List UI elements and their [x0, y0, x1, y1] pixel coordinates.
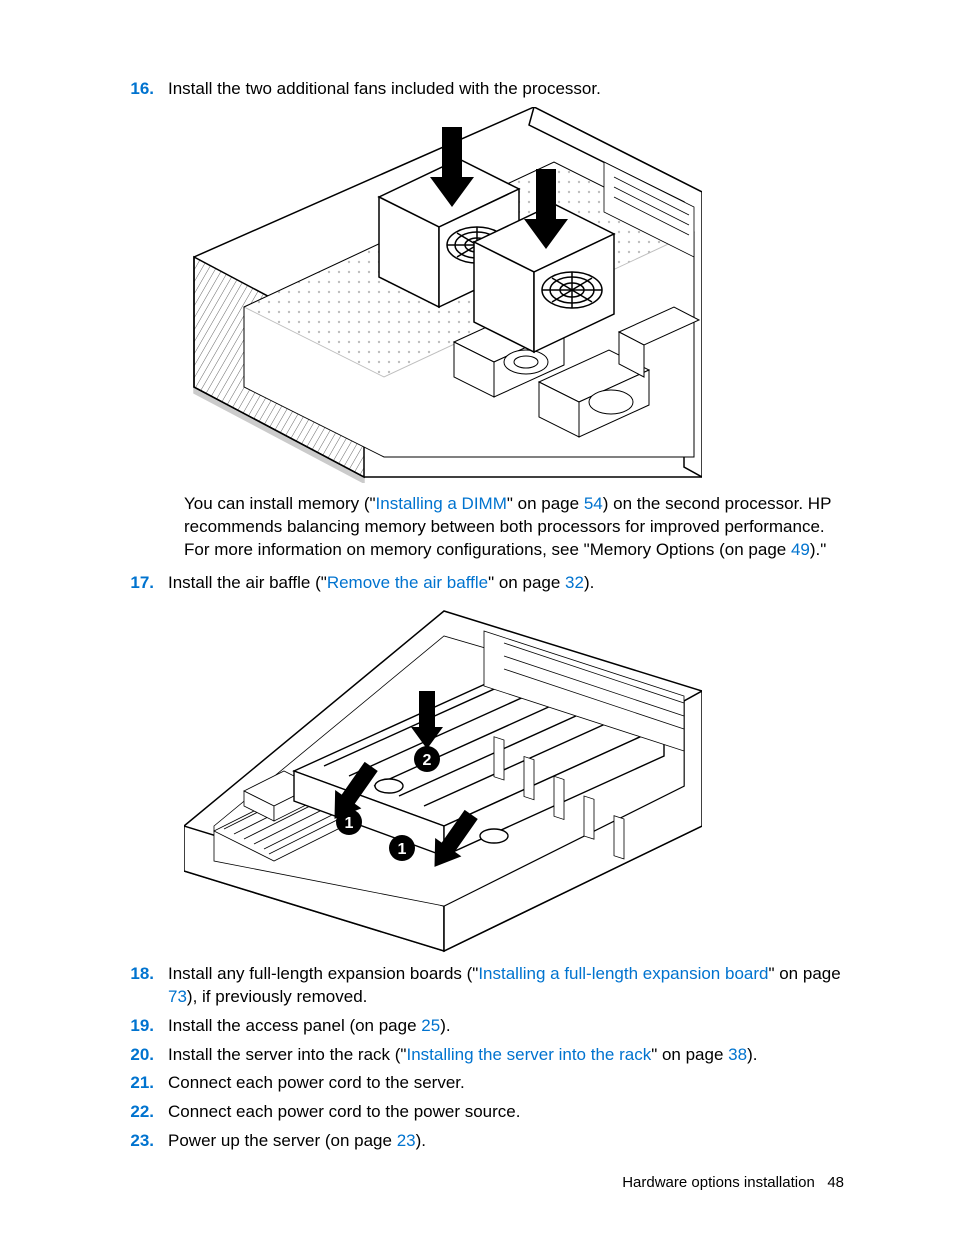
cross-reference-link[interactable]: 32 [565, 573, 584, 592]
step-number: 19. [110, 1015, 168, 1038]
cross-reference-link[interactable]: 23 [397, 1131, 416, 1150]
step-list-3: 18. Install any full-length expansion bo… [110, 963, 844, 1154]
cross-reference-link[interactable]: Installing a DIMM [376, 494, 507, 513]
callout-1a: 1 [345, 815, 354, 832]
figure-air-baffle: 1 1 2 [184, 601, 844, 953]
step-number: 17. [110, 572, 168, 595]
step-list-2: 17. Install the air baffle ("Remove the … [110, 572, 844, 595]
step-16: 16. Install the two additional fans incl… [110, 78, 844, 101]
step-body: Connect each power cord to the server. [168, 1072, 844, 1095]
fan-install-illustration [184, 107, 702, 483]
step-body: Connect each power cord to the power sou… [168, 1101, 844, 1124]
memory-paragraph: You can install memory ("Installing a DI… [184, 493, 844, 562]
figure-fan-install [184, 107, 844, 483]
cross-reference-link[interactable]: 54 [584, 494, 603, 513]
step-18: 18. Install any full-length expansion bo… [110, 963, 844, 1009]
cross-reference-link[interactable]: 25 [421, 1016, 440, 1035]
step-list: 16. Install the two additional fans incl… [110, 78, 844, 101]
step-body: Install the server into the rack ("Insta… [168, 1044, 844, 1067]
step-number: 22. [110, 1101, 168, 1124]
cross-reference-link[interactable]: Installing a full-length expansion board [478, 964, 768, 983]
cross-reference-link[interactable]: 73 [168, 987, 187, 1006]
step-body: Install the two additional fans included… [168, 78, 844, 101]
step-number: 21. [110, 1072, 168, 1095]
cross-reference-link[interactable]: 38 [728, 1045, 747, 1064]
air-baffle-illustration: 1 1 2 [184, 601, 702, 953]
cross-reference-link[interactable]: 49 [791, 540, 810, 559]
step-17: 17. Install the air baffle ("Remove the … [110, 572, 844, 595]
step-20: 20. Install the server into the rack ("I… [110, 1044, 844, 1067]
cross-reference-link[interactable]: Remove the air baffle [327, 573, 488, 592]
step-body: Install the air baffle ("Remove the air … [168, 572, 844, 595]
page: 16. Install the two additional fans incl… [0, 0, 954, 1235]
callout-1b: 1 [398, 841, 407, 858]
step-body: Install the access panel (on page 25). [168, 1015, 844, 1038]
step-22: 22. Connect each power cord to the power… [110, 1101, 844, 1124]
footer-section: Hardware options installation [622, 1174, 815, 1191]
step-19: 19. Install the access panel (on page 25… [110, 1015, 844, 1038]
step-21: 21. Connect each power cord to the serve… [110, 1072, 844, 1095]
callout-2: 2 [423, 752, 432, 769]
step-body: Install any full-length expansion boards… [168, 963, 844, 1009]
step-23: 23. Power up the server (on page 23). [110, 1130, 844, 1153]
page-footer: Hardware options installation 48 [622, 1173, 844, 1193]
step-number: 18. [110, 963, 168, 986]
step-number: 23. [110, 1130, 168, 1153]
cross-reference-link[interactable]: Installing the server into the rack [406, 1045, 651, 1064]
step-body: Power up the server (on page 23). [168, 1130, 844, 1153]
footer-page-number: 48 [827, 1174, 844, 1191]
step-number: 20. [110, 1044, 168, 1067]
step-number: 16. [110, 78, 168, 101]
